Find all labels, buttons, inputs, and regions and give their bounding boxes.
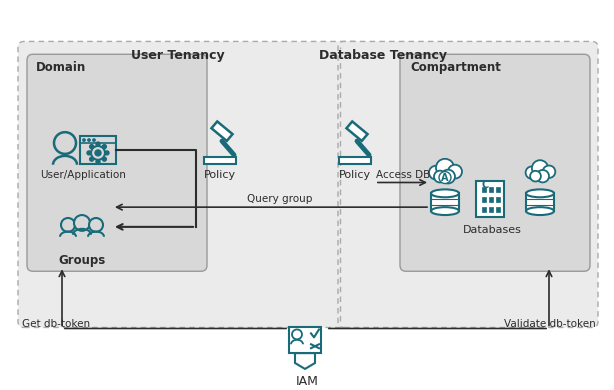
Circle shape <box>54 132 76 154</box>
Circle shape <box>105 151 109 155</box>
Polygon shape <box>295 353 315 369</box>
Text: C: C <box>481 181 489 190</box>
Circle shape <box>61 218 75 232</box>
Circle shape <box>543 165 555 178</box>
Polygon shape <box>204 157 236 164</box>
Circle shape <box>532 160 548 176</box>
Circle shape <box>95 150 101 156</box>
Ellipse shape <box>526 190 554 197</box>
Text: Database Tenancy: Database Tenancy <box>319 49 447 62</box>
FancyBboxPatch shape <box>526 193 554 211</box>
FancyBboxPatch shape <box>18 41 360 328</box>
Circle shape <box>429 166 443 179</box>
Ellipse shape <box>526 207 554 215</box>
Circle shape <box>96 142 100 146</box>
Circle shape <box>441 170 455 183</box>
FancyBboxPatch shape <box>496 207 500 212</box>
Text: Get db-token: Get db-token <box>22 319 90 330</box>
FancyBboxPatch shape <box>482 197 486 202</box>
Text: Databases: Databases <box>462 225 521 235</box>
Circle shape <box>87 151 91 155</box>
Text: Policy: Policy <box>204 170 236 180</box>
Polygon shape <box>346 121 368 141</box>
Circle shape <box>90 145 94 149</box>
FancyBboxPatch shape <box>489 197 493 202</box>
Text: Groups: Groups <box>58 255 106 268</box>
Text: Access DB: Access DB <box>376 170 430 179</box>
FancyBboxPatch shape <box>496 197 500 202</box>
Circle shape <box>292 330 302 339</box>
FancyBboxPatch shape <box>431 193 459 211</box>
Text: Policy: Policy <box>339 170 371 180</box>
FancyBboxPatch shape <box>27 54 207 271</box>
FancyBboxPatch shape <box>482 188 486 192</box>
Text: Validate db-token: Validate db-token <box>504 319 596 330</box>
Text: Query group: Query group <box>247 194 313 204</box>
Circle shape <box>83 139 85 141</box>
FancyBboxPatch shape <box>476 181 504 217</box>
FancyBboxPatch shape <box>496 188 500 192</box>
Circle shape <box>91 146 105 160</box>
Circle shape <box>530 171 541 181</box>
FancyBboxPatch shape <box>489 188 493 192</box>
Circle shape <box>448 165 462 179</box>
Circle shape <box>537 170 549 183</box>
Ellipse shape <box>431 190 459 197</box>
FancyBboxPatch shape <box>80 136 116 164</box>
Circle shape <box>88 139 90 141</box>
FancyBboxPatch shape <box>482 207 486 212</box>
Polygon shape <box>339 157 371 164</box>
Circle shape <box>434 171 446 183</box>
Circle shape <box>90 157 94 161</box>
Text: Compartment: Compartment <box>410 61 501 74</box>
Text: User Tenancy: User Tenancy <box>131 49 225 62</box>
Text: IAM: IAM <box>295 375 319 388</box>
Text: User/Application: User/Application <box>40 170 126 180</box>
Text: Domain: Domain <box>36 61 86 74</box>
FancyBboxPatch shape <box>400 54 590 271</box>
Circle shape <box>89 218 103 232</box>
Circle shape <box>96 160 100 164</box>
Text: A: A <box>441 172 449 183</box>
Circle shape <box>526 167 538 179</box>
Circle shape <box>93 139 95 141</box>
Ellipse shape <box>431 207 459 215</box>
Circle shape <box>436 159 454 177</box>
Circle shape <box>103 157 106 161</box>
Polygon shape <box>211 121 233 141</box>
Circle shape <box>103 145 106 149</box>
Circle shape <box>74 215 90 231</box>
FancyBboxPatch shape <box>289 328 321 353</box>
FancyBboxPatch shape <box>338 41 598 328</box>
FancyBboxPatch shape <box>489 207 493 212</box>
